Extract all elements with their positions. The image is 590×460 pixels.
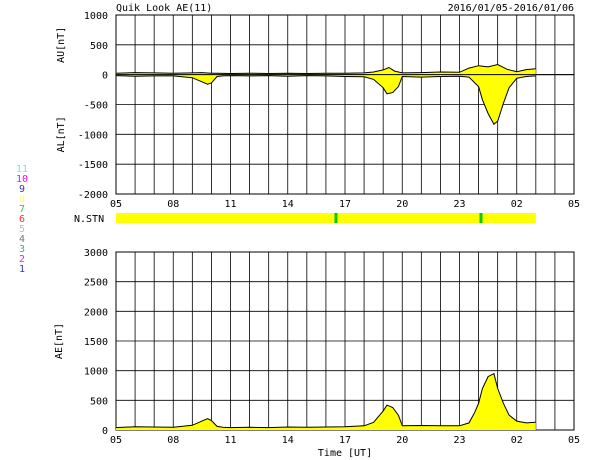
- ae-y-tick-label: 1000: [84, 367, 108, 378]
- station-bar-change: [479, 213, 483, 223]
- date-range: 2016/01/05-2016/01/06: [448, 3, 574, 14]
- ae-x-tick-label: 20: [396, 435, 408, 446]
- ae-x-tick-label: 23: [453, 435, 465, 446]
- au-al-y-tick-label: -1000: [78, 130, 108, 141]
- au-al-x-tick-label: 23: [453, 199, 465, 210]
- station-bar-label: N.STN: [74, 214, 104, 225]
- ae-ae-area: [116, 373, 536, 430]
- legend-station-5: 5: [19, 224, 25, 235]
- au-al-x-tick-label: 02: [511, 199, 523, 210]
- ae-y-tick-label: 500: [90, 396, 108, 407]
- au-al-x-tick-label: 20: [396, 199, 408, 210]
- ae-x-tick-label: 17: [339, 435, 351, 446]
- legend-station-8: 8: [19, 194, 25, 205]
- legend-station-4: 4: [19, 234, 25, 245]
- au-al-x-tick-label: 05: [110, 199, 122, 210]
- legend-station-10: 10: [16, 174, 28, 185]
- station-bar-fill: [116, 213, 536, 223]
- au-al-x-tick-label: 11: [224, 199, 236, 210]
- ae-ylabel: AE[nT]: [54, 323, 65, 359]
- au-al-frame: [115, 14, 575, 195]
- ae-y-tick-label: 2500: [84, 278, 108, 289]
- au-al-x-tick-label: 14: [282, 199, 294, 210]
- au-al-y-tick-label: 500: [90, 41, 108, 52]
- au-al-x-tick-label: 08: [167, 199, 179, 210]
- legend-station-6: 6: [19, 214, 25, 225]
- au-al-y-tick-label: 1000: [84, 11, 108, 22]
- legend-station-11: 11: [16, 164, 28, 175]
- ae-y-tick-label: 2000: [84, 307, 108, 318]
- ae-x-tick-label: 05: [568, 435, 580, 446]
- legend-station-7: 7: [19, 204, 25, 215]
- ae-ae-line: [115, 372, 536, 429]
- al-ylabel: AL[nT]: [56, 116, 67, 152]
- au-al-y-tick-label: -1500: [78, 160, 108, 171]
- legend-station-3: 3: [19, 244, 25, 255]
- au-ylabel: AU[nT]: [56, 27, 67, 63]
- au-al-al-area: [116, 74, 536, 125]
- ae-y-tick-label: 0: [102, 426, 108, 437]
- ae-x-tick-label: 02: [511, 435, 523, 446]
- station-count-bar: N.STN: [74, 213, 536, 225]
- legend-station-1: 1: [19, 264, 25, 275]
- legend-station-2: 2: [19, 254, 25, 265]
- au-al-au-line: [115, 63, 536, 75]
- station-bar-change: [334, 213, 338, 223]
- ae-x-tick-label: 05: [110, 435, 122, 446]
- ae-x-tick-label: 08: [167, 435, 179, 446]
- legend-station-9: 9: [19, 184, 25, 195]
- au-al-x-tick-label: 05: [568, 199, 580, 210]
- ae-x-tick-label: 11: [224, 435, 236, 446]
- ae-x-tick-label: 14: [282, 435, 294, 446]
- ae-y-tick-label: 3000: [84, 248, 108, 259]
- figure-title: Quik Look AE(11): [116, 3, 212, 14]
- au-al-y-tick-label: 0: [102, 71, 108, 82]
- ae-y-tick-label: 1500: [84, 337, 108, 348]
- ae-xlabel: Time [UT]: [318, 448, 372, 459]
- au-al-y-tick-label: -2000: [78, 190, 108, 201]
- au-al-x-tick-label: 17: [339, 199, 351, 210]
- au-al-y-tick-label: -500: [84, 101, 108, 112]
- au-al-al-line: [115, 75, 536, 125]
